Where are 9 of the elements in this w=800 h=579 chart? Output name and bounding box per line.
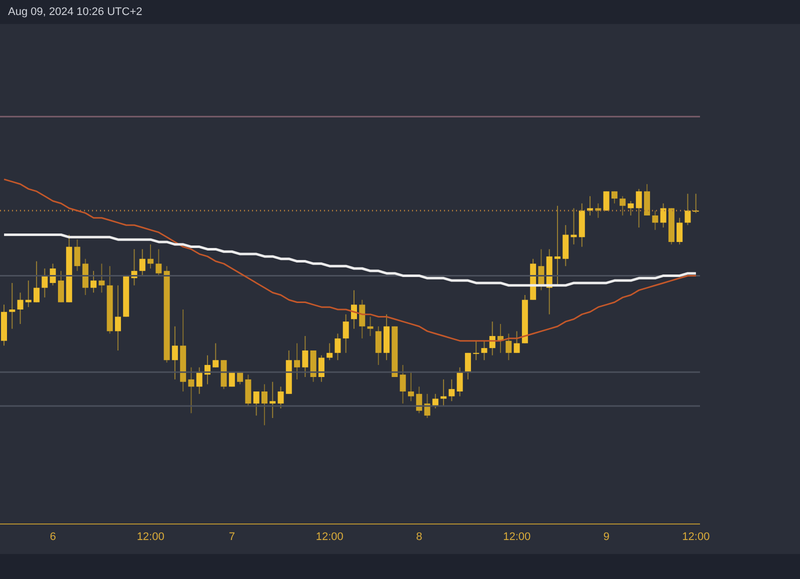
x-tick-label: 8 xyxy=(416,530,422,543)
x-tick-label: 12:00 xyxy=(136,530,164,543)
x-tick-label: 12:00 xyxy=(316,530,344,543)
x-tick-label: 7 xyxy=(228,530,236,543)
x-tick-label: 9 xyxy=(603,530,610,543)
text: Aug 09, 2024 10:26 UTC+2 xyxy=(8,6,142,18)
x-tick-label: 12:00 xyxy=(503,530,531,543)
x-tick-label: 12:00 xyxy=(682,530,710,543)
x-tick-label: 6 xyxy=(50,530,56,543)
